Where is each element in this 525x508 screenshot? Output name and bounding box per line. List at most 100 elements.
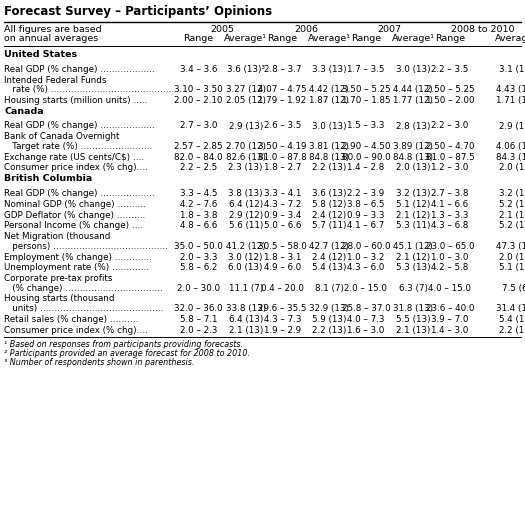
Text: 1.8 – 3.8: 1.8 – 3.8 xyxy=(180,211,217,219)
Text: 1.4 – 3.0: 1.4 – 3.0 xyxy=(431,326,469,334)
Text: 32.0 – 36.0: 32.0 – 36.0 xyxy=(174,304,223,313)
Text: Personal Income (% change) ….: Personal Income (% change) …. xyxy=(4,221,143,231)
Text: 2007: 2007 xyxy=(377,25,402,34)
Text: 2.0 (12): 2.0 (12) xyxy=(499,252,525,262)
Text: 3.10 – 3.50: 3.10 – 3.50 xyxy=(174,85,223,94)
Text: 5.2 (12): 5.2 (12) xyxy=(499,200,525,209)
Text: 0.9 – 3.3: 0.9 – 3.3 xyxy=(347,211,385,219)
Text: 4.07 – 4.75: 4.07 – 4.75 xyxy=(258,85,307,94)
Text: Average¹: Average¹ xyxy=(308,34,351,43)
Text: 4.0 – 7.3: 4.0 – 7.3 xyxy=(347,314,385,324)
Text: 1.8 – 2.7: 1.8 – 2.7 xyxy=(264,164,301,172)
Text: 5.3 (13): 5.3 (13) xyxy=(396,263,430,272)
Text: Range: Range xyxy=(267,34,298,43)
Text: 2.0 – 15.0: 2.0 – 15.0 xyxy=(344,283,387,293)
Text: 2.2 (13): 2.2 (13) xyxy=(312,164,346,172)
Text: 1.5 – 3.3: 1.5 – 3.3 xyxy=(347,121,385,131)
Text: 4.3 – 6.8: 4.3 – 6.8 xyxy=(431,221,469,231)
Text: 3.3 (13): 3.3 (13) xyxy=(312,65,346,74)
Text: 2.90 – 4.50: 2.90 – 4.50 xyxy=(342,142,390,151)
Text: 31.8 (13): 31.8 (13) xyxy=(393,304,433,313)
Text: 42.7 (12): 42.7 (12) xyxy=(309,242,349,251)
Text: 3.81 (12): 3.81 (12) xyxy=(309,142,349,151)
Text: 0.9 – 3.4: 0.9 – 3.4 xyxy=(264,211,301,219)
Text: 3.2 (13): 3.2 (13) xyxy=(499,189,525,198)
Text: Canada: Canada xyxy=(4,107,44,116)
Text: Bank of Canada Overnight: Bank of Canada Overnight xyxy=(4,132,120,141)
Text: 2.8 – 3.7: 2.8 – 3.7 xyxy=(264,65,301,74)
Text: 1.3 – 3.3: 1.3 – 3.3 xyxy=(431,211,469,219)
Text: 2005: 2005 xyxy=(210,25,234,34)
Text: 3.4 – 3.6: 3.4 – 3.6 xyxy=(180,65,217,74)
Text: 11.1 (7): 11.1 (7) xyxy=(228,283,263,293)
Text: 28.0 – 60.0: 28.0 – 60.0 xyxy=(342,242,390,251)
Text: 3.3 – 4.1: 3.3 – 4.1 xyxy=(264,189,301,198)
Text: 2.0 – 2.3: 2.0 – 2.3 xyxy=(180,326,217,334)
Text: 3.6 (13)³: 3.6 (13)³ xyxy=(227,65,265,74)
Text: 84.8 (13): 84.8 (13) xyxy=(393,152,433,162)
Text: ³ Number of respondents shown in parenthesis.: ³ Number of respondents shown in parenth… xyxy=(4,358,195,367)
Text: All figures are based: All figures are based xyxy=(4,25,102,34)
Text: 1.79 – 1.92: 1.79 – 1.92 xyxy=(258,96,307,105)
Text: 23.6 – 40.0: 23.6 – 40.0 xyxy=(426,304,474,313)
Text: 5.1 (12): 5.1 (12) xyxy=(396,200,430,209)
Text: 2.1 (12): 2.1 (12) xyxy=(396,211,430,219)
Text: 3.50 – 4.19: 3.50 – 4.19 xyxy=(258,142,307,151)
Text: 0.4 – 20.0: 0.4 – 20.0 xyxy=(261,283,304,293)
Text: 3.8 – 6.5: 3.8 – 6.5 xyxy=(347,200,385,209)
Text: 6.4 (13): 6.4 (13) xyxy=(228,314,263,324)
Text: 1.0 – 3.0: 1.0 – 3.0 xyxy=(431,252,469,262)
Text: 3.0 (12): 3.0 (12) xyxy=(228,252,263,262)
Text: Unemployment rate (%) ………….: Unemployment rate (%) …………. xyxy=(4,263,149,272)
Text: 1.6 – 3.0: 1.6 – 3.0 xyxy=(347,326,385,334)
Text: 7.5 (6): 7.5 (6) xyxy=(501,283,525,293)
Text: 81.0 – 87.8: 81.0 – 87.8 xyxy=(258,152,307,162)
Text: 2.1 (13): 2.1 (13) xyxy=(396,326,430,334)
Text: rate (%) …………………………………….: rate (%) ……………………………………. xyxy=(4,85,174,94)
Text: 2.0 – 3.3: 2.0 – 3.3 xyxy=(180,252,217,262)
Text: Real GDP (% change) ……………….: Real GDP (% change) ………………. xyxy=(4,121,155,131)
Text: 30.5 – 58.0: 30.5 – 58.0 xyxy=(258,242,307,251)
Text: 81.0 – 87.5: 81.0 – 87.5 xyxy=(426,152,474,162)
Text: 4.44 (12): 4.44 (12) xyxy=(393,85,433,94)
Text: Exchange rate (US cents/C$) ….: Exchange rate (US cents/C$) …. xyxy=(4,152,144,162)
Text: 29.6 – 35.5: 29.6 – 35.5 xyxy=(258,304,307,313)
Text: 35.0 – 50.0: 35.0 – 50.0 xyxy=(174,242,223,251)
Text: Average²: Average² xyxy=(495,34,525,43)
Text: 2.0 (13): 2.0 (13) xyxy=(396,164,430,172)
Text: 1.0 – 3.2: 1.0 – 3.2 xyxy=(347,252,385,262)
Text: 5.5 (13): 5.5 (13) xyxy=(396,314,430,324)
Text: 6.3 (7): 6.3 (7) xyxy=(398,283,428,293)
Text: 8.1 (7): 8.1 (7) xyxy=(314,283,344,293)
Text: 1.2 – 3.0: 1.2 – 3.0 xyxy=(431,164,469,172)
Text: Range: Range xyxy=(183,34,214,43)
Text: 5.8 – 7.1: 5.8 – 7.1 xyxy=(180,314,217,324)
Text: 31.4 (13): 31.4 (13) xyxy=(496,304,525,313)
Text: Consumer price index (% chg)….: Consumer price index (% chg)…. xyxy=(4,164,148,172)
Text: British Columbia: British Columbia xyxy=(4,174,92,183)
Text: 4.06 (12): 4.06 (12) xyxy=(496,142,525,151)
Text: 5.2 (11): 5.2 (11) xyxy=(499,221,525,231)
Text: 2.00 – 2.10: 2.00 – 2.10 xyxy=(174,96,223,105)
Text: 45.1 (12): 45.1 (12) xyxy=(393,242,433,251)
Text: 3.8 (13): 3.8 (13) xyxy=(228,189,263,198)
Text: 5.4 (13): 5.4 (13) xyxy=(312,263,346,272)
Text: 4.1 – 6.6: 4.1 – 6.6 xyxy=(432,200,468,209)
Text: 1.50 – 2.00: 1.50 – 2.00 xyxy=(426,96,474,105)
Text: Net Migration (thousand: Net Migration (thousand xyxy=(4,232,111,241)
Text: 3.89 (12): 3.89 (12) xyxy=(393,142,433,151)
Text: 2.2 – 3.5: 2.2 – 3.5 xyxy=(431,65,469,74)
Text: 5.9 (13): 5.9 (13) xyxy=(312,314,346,324)
Text: 6.4 (12): 6.4 (12) xyxy=(228,200,263,209)
Text: 2.2 (13): 2.2 (13) xyxy=(499,326,525,334)
Text: Nominal GDP (% change) ……….: Nominal GDP (% change) ………. xyxy=(4,200,146,209)
Text: 82.0 – 84.0: 82.0 – 84.0 xyxy=(174,152,223,162)
Text: 4.42 (12): 4.42 (12) xyxy=(309,85,349,94)
Text: Average¹: Average¹ xyxy=(224,34,267,43)
Text: Housing starts (thousand: Housing starts (thousand xyxy=(4,295,114,303)
Text: 5.8 – 6.2: 5.8 – 6.2 xyxy=(180,263,217,272)
Text: Intended Federal Funds: Intended Federal Funds xyxy=(4,76,107,85)
Text: 2008 to 2010: 2008 to 2010 xyxy=(452,25,514,34)
Text: 1.71 (12): 1.71 (12) xyxy=(496,96,525,105)
Text: 2.6 – 3.5: 2.6 – 3.5 xyxy=(264,121,301,131)
